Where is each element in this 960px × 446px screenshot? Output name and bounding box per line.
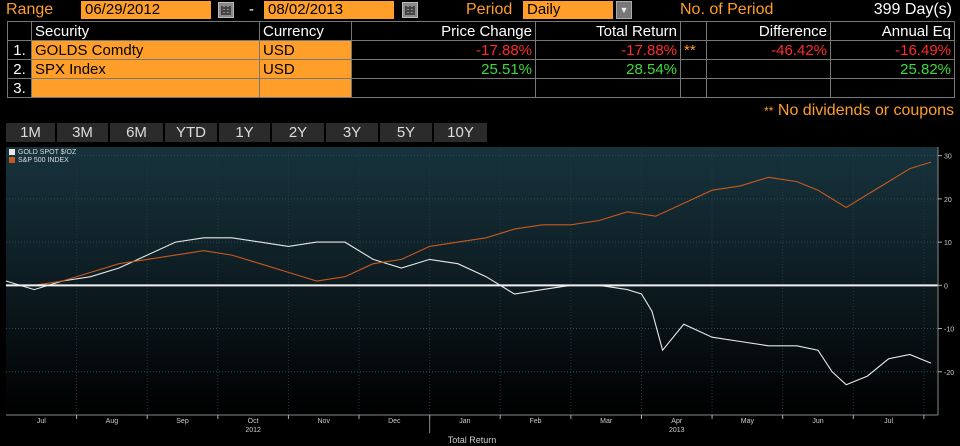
legend-item-spx: S&P 500 INDEX [9, 157, 76, 165]
total-return-value: 28.54% [535, 59, 681, 79]
x-tick-label: Oct [248, 418, 259, 425]
tab-6m[interactable]: 6M [110, 123, 163, 142]
security-input[interactable]: SPX Index [31, 59, 260, 79]
tab-3y[interactable]: 3Y [326, 123, 378, 142]
row-number: 1. [7, 40, 32, 60]
year-label: 2012 [245, 427, 261, 434]
annual-eq-value: -16.49% [830, 40, 955, 60]
x-tick-label: Mar [600, 418, 613, 425]
header-flag [680, 21, 707, 41]
row-number: 3. [7, 78, 32, 98]
tab-5y[interactable]: 5Y [380, 123, 432, 142]
price-change-value [351, 78, 536, 98]
x-tick-label: May [741, 418, 755, 425]
x-tick-label: Nov [318, 418, 331, 425]
y-tick-label: 20 [944, 197, 952, 204]
price-change-value: -17.88% [351, 40, 536, 60]
difference-value [706, 78, 831, 98]
table-header-row: Security Currency Price Change Total Ret… [7, 21, 955, 41]
tab-2y[interactable]: 2Y [272, 123, 324, 142]
security-input[interactable]: GOLDS Comdty [31, 40, 260, 60]
footnote: ** No dividends or coupons [764, 102, 954, 120]
y-tick-label: 10 [944, 240, 952, 247]
tab-1y[interactable]: 1Y [219, 123, 270, 142]
period-label: Period [466, 1, 513, 18]
legend-item-gold: GOLD SPOT $/OZ [9, 149, 76, 157]
table-row: 1. GOLDS Comdty USD -17.88% -17.88% ** -… [7, 40, 955, 60]
x-tick-label: Dec [388, 418, 401, 425]
difference-value [706, 59, 831, 79]
no-dividend-flag [680, 78, 707, 98]
period-dropdown-icon[interactable]: ▼ [616, 1, 632, 19]
y-tick-label: 0 [944, 283, 948, 290]
annual-eq-value: 25.82% [830, 59, 955, 79]
plot-area [6, 147, 938, 415]
x-axis-title: Total Return [448, 435, 497, 445]
column-header-annual-eq[interactable]: Annual Eq [830, 21, 955, 41]
x-tick-label: Jul [37, 418, 46, 425]
legend-label: GOLD SPOT $/OZ [18, 149, 77, 156]
tab-1m[interactable]: 1M [6, 123, 55, 142]
x-tick-label: Apr [671, 418, 683, 425]
currency-input[interactable] [259, 78, 352, 98]
y-tick-label: -20 [944, 370, 954, 377]
table-row: 2. SPX Index USD 25.51% 28.54% 25.82% [7, 59, 955, 79]
no-dividend-flag [680, 59, 707, 79]
year-label: 2013 [669, 427, 685, 434]
period-select[interactable]: Daily [523, 1, 613, 19]
header-num [7, 21, 32, 41]
no-of-period-value: 399 Day(s) [873, 1, 952, 18]
x-tick-label: Feb [530, 418, 542, 425]
x-tick-label: Aug [106, 418, 119, 425]
row-number: 2. [7, 59, 32, 79]
no-dividend-flag: ** [680, 40, 707, 60]
total-return-chart: 30 20 10 0 -10 -20 Jul Aug Sep Oct Nov Dec Jan Feb Mar… [0, 143, 960, 446]
chart-legend: GOLD SPOT $/OZ S&P 500 INDEX [9, 149, 76, 165]
range-dash: - [249, 1, 254, 18]
spx-series-line [6, 161, 932, 286]
gold-series-line [5, 237, 932, 386]
period-tabs: 1M 3M 6M YTD 1Y 2Y 3Y 5Y 10Y [6, 123, 487, 142]
column-header-total-return[interactable]: Total Return [535, 21, 681, 41]
tab-10y[interactable]: 10Y [434, 123, 487, 142]
column-header-security[interactable]: Security [31, 21, 260, 41]
end-date-field[interactable]: 08/02/2013 [264, 1, 394, 19]
column-header-currency[interactable]: Currency [259, 21, 352, 41]
annual-eq-value [830, 78, 955, 98]
currency-input[interactable]: USD [259, 59, 352, 79]
currency-input[interactable]: USD [259, 40, 352, 60]
legend-swatch [9, 149, 15, 156]
x-tick-label: Jun [812, 418, 823, 425]
range-label: Range [6, 1, 54, 18]
price-change-value: 25.51% [351, 59, 536, 79]
column-header-price-change[interactable]: Price Change [351, 21, 536, 41]
security-input[interactable] [31, 78, 260, 98]
start-date-field[interactable]: 06/29/2012 [81, 1, 211, 19]
x-tick-label: Sep [176, 418, 189, 425]
table-row: 3. [7, 78, 955, 98]
x-tick-label: Jul [884, 418, 893, 425]
securities-table: Security Currency Price Change Total Ret… [7, 21, 955, 98]
tab-ytd[interactable]: YTD [165, 123, 217, 142]
no-of-period-label: No. of Period [680, 1, 774, 18]
column-header-difference[interactable]: Difference [706, 21, 831, 41]
y-tick-label: -10 [944, 327, 954, 334]
legend-swatch [9, 157, 15, 164]
footnote-text: No dividends or coupons [777, 102, 954, 119]
end-calendar-icon[interactable] [402, 2, 418, 18]
total-return-value: -17.88% [535, 40, 681, 60]
start-calendar-icon[interactable] [218, 2, 234, 18]
legend-label: S&P 500 INDEX [18, 157, 69, 164]
total-return-value [535, 78, 681, 98]
y-tick-label: 30 [944, 154, 952, 161]
x-tick-label: Jan [459, 418, 470, 425]
difference-value: -46.42% [706, 40, 831, 60]
tab-3m[interactable]: 3M [57, 123, 108, 142]
footnote-marker: ** [764, 103, 774, 118]
